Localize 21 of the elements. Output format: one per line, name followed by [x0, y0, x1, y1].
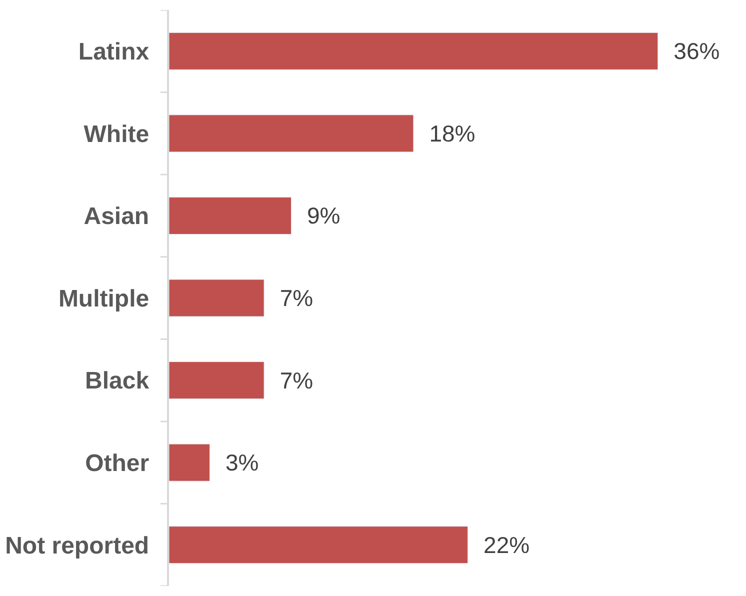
bar — [169, 444, 210, 482]
data-label: 3% — [212, 450, 259, 476]
y-tick-label: Latinx — [78, 38, 150, 66]
bar — [169, 114, 414, 152]
bar — [169, 279, 264, 317]
data-label: 18% — [416, 120, 476, 146]
bar — [169, 32, 658, 70]
data-label: 7% — [267, 367, 314, 394]
y-tick-label: Multiple — [58, 285, 150, 312]
y-tick-label: Not reported — [5, 532, 150, 560]
bar — [169, 362, 264, 400]
bar — [169, 526, 468, 564]
y-tick-label: Other — [85, 450, 150, 477]
y-tick-label: Asian — [84, 203, 150, 230]
bar — [169, 196, 292, 234]
data-label: 7% — [267, 285, 314, 311]
y-tick-label: White — [84, 120, 150, 148]
data-label: 36% — [660, 38, 720, 64]
data-label: 9% — [294, 202, 340, 229]
y-tick-label: Black — [85, 368, 150, 395]
data-label: 22% — [470, 532, 530, 558]
